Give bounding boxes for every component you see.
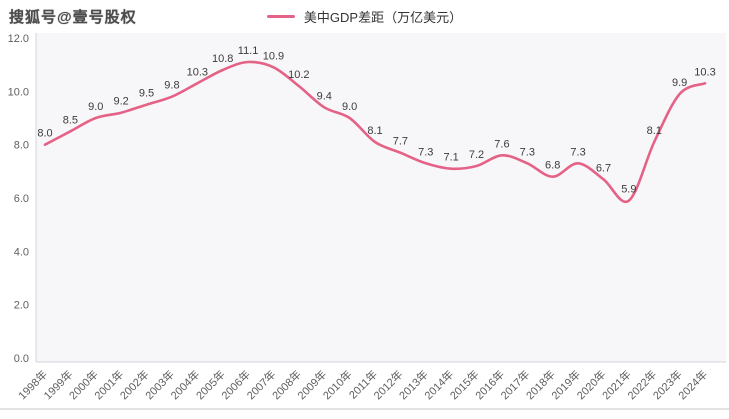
- data-label: 8.5: [63, 114, 78, 126]
- data-label: 7.3: [418, 146, 433, 158]
- data-label: 8.1: [647, 125, 662, 137]
- data-label: 7.2: [469, 149, 484, 161]
- legend-label: 美中GDP差距（万亿美元）: [303, 10, 463, 25]
- data-label: 6.8: [545, 160, 560, 172]
- plot-area: [36, 33, 726, 362]
- data-label: 9.0: [342, 101, 357, 113]
- y-tick-label: 4.0: [14, 246, 29, 258]
- data-label: 9.5: [139, 88, 154, 100]
- data-label: 10.9: [263, 50, 284, 62]
- data-label: 8.1: [367, 125, 382, 137]
- data-label: 9.0: [88, 101, 103, 113]
- y-tick-label: 10.0: [8, 86, 29, 98]
- data-label: 9.4: [317, 90, 332, 102]
- y-tick-label: 0.0: [14, 353, 29, 365]
- data-label: 10.2: [288, 69, 309, 81]
- data-label: 5.9: [621, 184, 636, 196]
- data-label: 9.9: [672, 77, 687, 89]
- data-label: 6.7: [596, 162, 611, 174]
- legend-line-icon: [266, 15, 295, 18]
- data-label: 7.3: [520, 146, 535, 158]
- data-label: 8.0: [37, 128, 52, 140]
- gdp-gap-line: [43, 60, 707, 204]
- data-label: 7.1: [444, 152, 459, 164]
- watermark: 搜狐号@壹号股权: [9, 9, 137, 26]
- x-tick-label: 2010年: [320, 367, 355, 402]
- data-label: 10.3: [694, 66, 715, 78]
- data-label: 10.3: [187, 66, 208, 78]
- data-label: 9.8: [164, 80, 179, 92]
- data-label: 7.3: [570, 146, 585, 158]
- y-tick-label: 8.0: [14, 140, 29, 152]
- x-tick-label: 2024年: [675, 367, 710, 402]
- data-label: 7.7: [393, 136, 408, 148]
- data-label: 7.6: [494, 138, 509, 150]
- data-label: 11.1: [238, 45, 259, 57]
- y-tick-label: 12.0: [8, 33, 29, 45]
- data-label: 10.8: [212, 53, 233, 65]
- data-label: 9.2: [114, 96, 129, 108]
- legend: 美中GDP差距（万亿美元）: [0, 7, 729, 26]
- legend-item-gdp-gap[interactable]: 美中GDP差距（万亿美元）: [266, 7, 463, 26]
- y-tick-label: 6.0: [14, 193, 29, 205]
- y-tick-label: 2.0: [14, 300, 29, 312]
